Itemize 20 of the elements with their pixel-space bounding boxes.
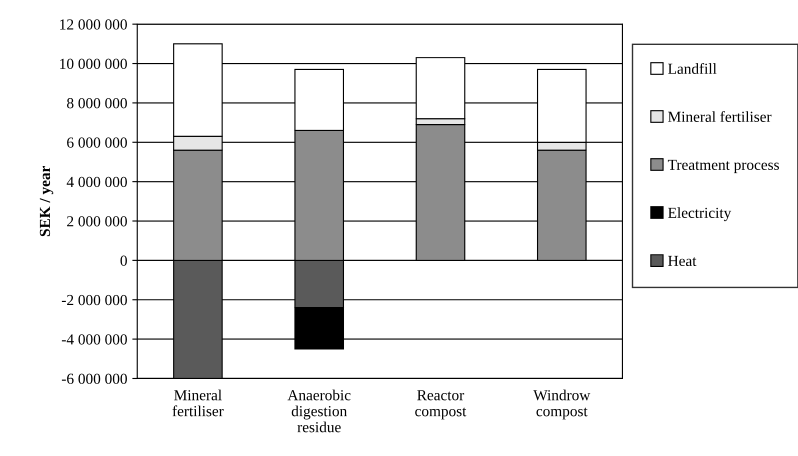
legend-label: Heat bbox=[668, 256, 696, 266]
x-tick-label: Reactor compost bbox=[415, 390, 466, 420]
x-tick-label: Windrow compost bbox=[533, 390, 590, 420]
y-tick-label: 8 000 000 bbox=[67, 98, 127, 108]
y-tick-label: 2 000 000 bbox=[67, 216, 127, 226]
y-axis-title: SEK / year bbox=[40, 166, 54, 236]
y-tick-label: -6 000 000 bbox=[62, 374, 127, 384]
y-tick-label: 4 000 000 bbox=[66, 176, 127, 188]
y-tick-label: 12 000 000 bbox=[60, 19, 127, 30]
legend-label: Electricity bbox=[668, 207, 732, 222]
y-tick-label: -2 000 000 bbox=[62, 294, 127, 306]
y-tick-label: 6 000 000 bbox=[67, 137, 127, 148]
y-tick-label: 0 bbox=[120, 256, 127, 266]
legend-label: Treatment process bbox=[668, 160, 779, 174]
legend-label: Mineral fertiliser bbox=[668, 111, 772, 122]
x-tick-label: Anaerobic digestion residue bbox=[288, 390, 351, 432]
legend-label: Landfill bbox=[668, 63, 717, 74]
x-tick-label: Mineral fertiliser bbox=[172, 390, 224, 416]
y-tick-label: -4 000 000 bbox=[62, 334, 127, 345]
y-tick-label: 10 000 000 bbox=[60, 58, 127, 69]
